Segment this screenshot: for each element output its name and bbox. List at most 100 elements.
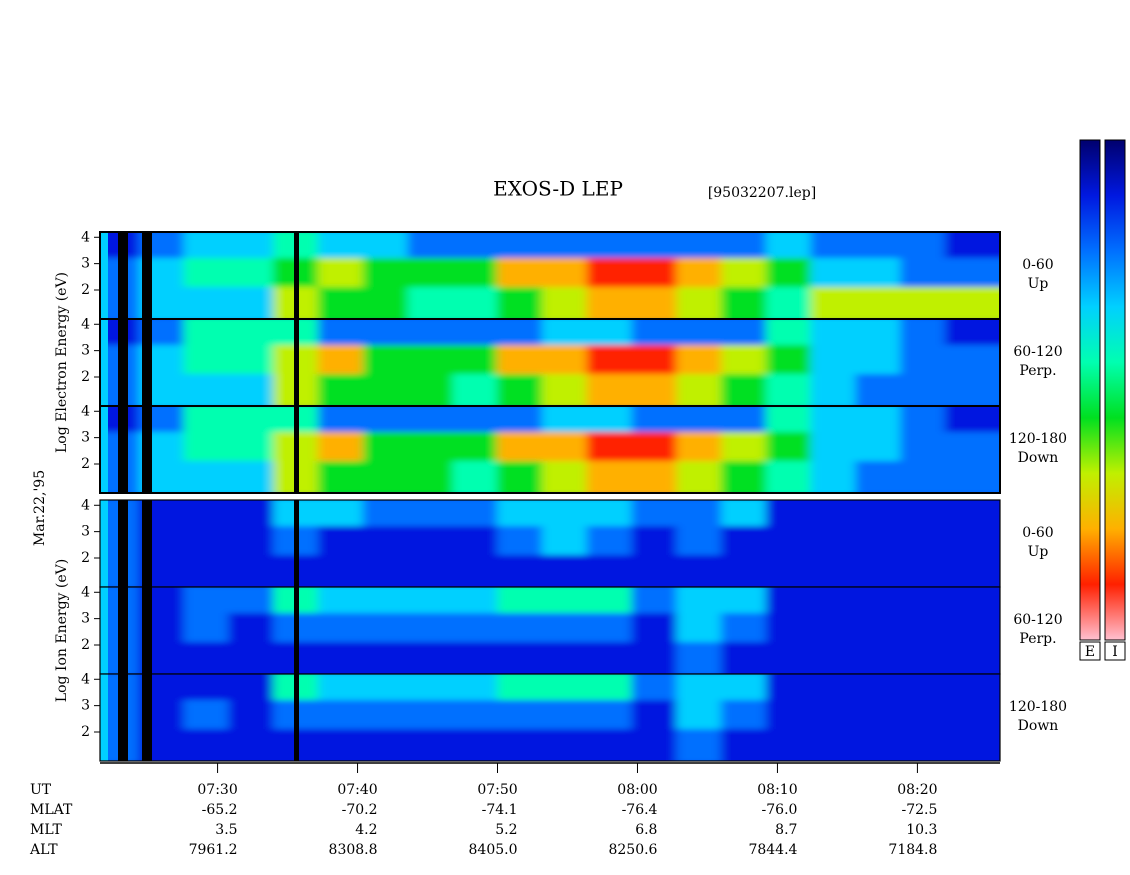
data-gap: [118, 232, 128, 319]
heatmap-cell: [945, 461, 1000, 493]
y-axis-label: Log Ion Energy (eV): [54, 559, 70, 702]
ephemeris-name: ALT: [29, 842, 58, 858]
heatmap: [100, 406, 1000, 493]
data-gap: [100, 674, 108, 761]
panel-label: 120-180: [1009, 431, 1067, 447]
ephemeris-value: 6.8: [635, 822, 657, 838]
data-gap: [118, 587, 128, 674]
heatmap-cell: [945, 374, 1000, 406]
ephemeris-value: 8.7: [775, 822, 797, 838]
data-gap: [294, 406, 299, 493]
x-tick-label: 08:20: [897, 782, 937, 798]
panel-label: Up: [1028, 276, 1049, 292]
data-gap: [118, 674, 128, 761]
heatmap: [100, 232, 1000, 319]
panel-frame: [99, 673, 1001, 762]
panel: [100, 232, 1000, 319]
panel-frame: [99, 405, 1001, 494]
data-gap: [142, 232, 152, 319]
data-gap: [294, 232, 299, 319]
colorbar: [1079, 139, 1101, 641]
ephemeris-name: MLT: [30, 822, 62, 838]
date-label: Mar.22,'95: [32, 470, 48, 546]
data-gap: [294, 587, 299, 674]
ephemeris-value: 3.5: [215, 822, 237, 838]
panel-label: Down: [1018, 718, 1059, 734]
y-tick-label: 2: [81, 369, 90, 385]
panel: [100, 674, 1000, 761]
data-gap: [142, 674, 152, 761]
y-tick-label: 2: [81, 550, 90, 566]
ephemeris-value: 8405.0: [469, 842, 518, 858]
ephemeris-value: 4.2: [355, 822, 377, 838]
data-gap: [118, 406, 128, 493]
panel-label: Perp.: [1019, 363, 1056, 379]
ephemeris-value: 7961.2: [189, 842, 238, 858]
ephemeris-value: 8250.6: [608, 842, 657, 858]
panel: [100, 406, 1000, 493]
data-gap: [118, 500, 128, 587]
chart-title: EXOS-D LEP: [493, 177, 623, 201]
x-tick-label: 07:30: [197, 782, 237, 798]
heatmap-cell: [945, 287, 1000, 319]
heatmap: [100, 500, 1000, 587]
y-tick-label: 3: [81, 256, 90, 272]
y-tick-label: 3: [81, 343, 90, 359]
y-tick-label: 4: [81, 584, 90, 600]
panel-label: 0-60: [1022, 257, 1053, 273]
ephemeris-value: -70.2: [342, 802, 378, 818]
ephemeris-value: -74.1: [482, 802, 518, 818]
ephemeris-value: -76.0: [762, 802, 798, 818]
heatmap-cell: [945, 642, 1000, 674]
panel-label: 60-120: [1013, 612, 1062, 628]
panel-label: 120-180: [1009, 699, 1067, 715]
y-tick-label: 2: [81, 724, 90, 740]
data-gap: [100, 319, 108, 406]
heatmap: [100, 674, 1000, 761]
colorbar-label-box: [1079, 641, 1101, 661]
x-tick-label: 08:00: [617, 782, 657, 798]
x-tick-label: 07:40: [337, 782, 377, 798]
data-gap: [142, 587, 152, 674]
data-gap: [294, 500, 299, 587]
ephemeris-value: -65.2: [202, 802, 238, 818]
ephemeris-value: 7844.4: [748, 842, 797, 858]
data-gap: [142, 500, 152, 587]
heatmap: [100, 319, 1000, 406]
chart-subtitle: [95032207.lep]: [708, 185, 816, 201]
ephemeris-value: -76.4: [622, 802, 658, 818]
data-gap: [100, 232, 108, 319]
data-gap: [100, 500, 108, 587]
x-tick-label: 07:50: [477, 782, 517, 798]
y-tick-label: 4: [81, 671, 90, 687]
ephemeris-value: 7184.8: [888, 842, 937, 858]
heatmap-cell: [945, 555, 1000, 587]
y-tick-label: 3: [81, 430, 90, 446]
panel: [100, 587, 1000, 674]
y-tick-label: 3: [81, 611, 90, 627]
y-tick-label: 3: [81, 524, 90, 540]
x-axis-label: UT: [30, 782, 52, 798]
data-gap: [294, 319, 299, 406]
colorbar: [1104, 139, 1126, 641]
panel-label: Perp.: [1019, 631, 1056, 647]
panel-label: Down: [1018, 450, 1059, 466]
ephemeris-value: 8308.8: [329, 842, 378, 858]
y-tick-label: 2: [81, 637, 90, 653]
ephemeris-value: 5.2: [495, 822, 517, 838]
data-gap: [100, 406, 108, 493]
y-tick-label: 4: [81, 497, 90, 513]
y-tick-label: 3: [81, 698, 90, 714]
ephemeris-name: MLAT: [30, 802, 73, 818]
data-gap: [118, 319, 128, 406]
panel: [100, 319, 1000, 406]
x-tick-label: 08:10: [757, 782, 797, 798]
data-gap: [100, 587, 108, 674]
colorbar-label-box: [1104, 641, 1126, 661]
colorbar-label: E: [1085, 644, 1095, 660]
ephemeris-value: -72.5: [902, 802, 938, 818]
panel-label: Up: [1028, 544, 1049, 560]
y-tick-label: 4: [81, 403, 90, 419]
y-tick-label: 4: [81, 316, 90, 332]
